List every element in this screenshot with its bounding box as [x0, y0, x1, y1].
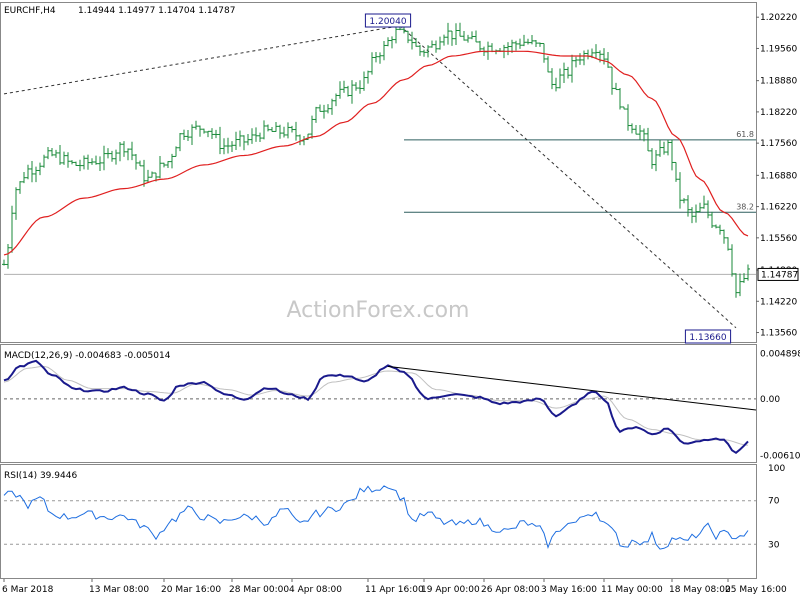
swing-high-label: 1.20040 — [369, 17, 406, 27]
macd-signal-line — [3, 365, 749, 446]
price-y-tick-label: 1.16220 — [760, 203, 797, 213]
fib-level-label: 61.8 — [736, 130, 754, 139]
fib-level-label: 38.2 — [736, 202, 754, 211]
price-y-tick-label: 1.18880 — [760, 77, 797, 87]
x-tick-label: 6 Mar 2018 — [2, 585, 54, 595]
price-y-tick-label: 1.15560 — [760, 234, 797, 244]
x-tick-label: 20 Mar 16:00 — [161, 585, 221, 595]
x-tick-label: 3 May 16:00 — [541, 585, 597, 595]
price-y-tick-label: 1.16880 — [760, 171, 797, 181]
macd-y-tick-label: 0.004898 — [760, 349, 800, 359]
price-y-tick-label: 1.20220 — [760, 13, 797, 23]
x-tick-label: 18 May 08:00 — [669, 585, 731, 595]
macd-label: MACD(12,26,9) -0.004683 -0.005014 — [4, 351, 171, 361]
macd-y-tick-label: -0.006108 — [760, 452, 800, 462]
rsi-line — [3, 485, 749, 550]
price-y-tick-label: 1.17560 — [760, 139, 797, 149]
price-y-tick-label: 1.14220 — [760, 297, 797, 307]
price-y-tick-label: 1.19560 — [760, 44, 797, 54]
x-tick-label: 26 Apr 08:00 — [481, 585, 540, 595]
x-tick-label: 25 May 16:00 — [725, 585, 787, 595]
symbol-label: EURCHF,H4 — [4, 6, 56, 16]
ohlc-label: 1.14944 1.14977 1.14704 1.14787 — [78, 6, 235, 16]
x-tick-label: 19 Apr 00:00 — [421, 585, 480, 595]
rsi-y-tick-label: 30 — [768, 540, 780, 550]
swing-low-label-box — [684, 329, 732, 344]
macd-panel-frame — [0, 344, 757, 463]
watermark: ActionForex.com — [287, 298, 470, 323]
current-price-box — [757, 267, 799, 281]
macd-trendline — [387, 365, 757, 411]
rsi-y-tick-label: 100 — [768, 464, 785, 474]
swing-high-label-box — [364, 13, 412, 28]
x-tick-label: 13 Mar 08:00 — [89, 585, 149, 595]
moving-average-line — [3, 50, 749, 256]
price-y-tick-label: 1.13560 — [760, 329, 797, 339]
x-tick-label: 11 May 00:00 — [601, 585, 663, 595]
rsi-label: RSI(14) 39.9446 — [4, 471, 77, 481]
price-panel-frame — [0, 2, 757, 343]
macd-y-tick-label: 0.00 — [760, 395, 780, 405]
x-tick-label: 11 Apr 16:00 — [365, 585, 424, 595]
macd-main-line — [3, 359, 749, 455]
x-tick-label: 28 Mar 00:00 — [229, 585, 289, 595]
x-tick-label: 4 Apr 08:00 — [289, 585, 342, 595]
rsi-y-tick-label: 70 — [768, 497, 780, 507]
rsi-panel-frame — [0, 464, 757, 579]
price-y-tick-label: 1.18220 — [760, 108, 797, 118]
swing-low-label: 1.13660 — [689, 333, 726, 343]
dashed-trendline — [3, 25, 401, 95]
current-price-label: 1.14787 — [761, 270, 798, 280]
